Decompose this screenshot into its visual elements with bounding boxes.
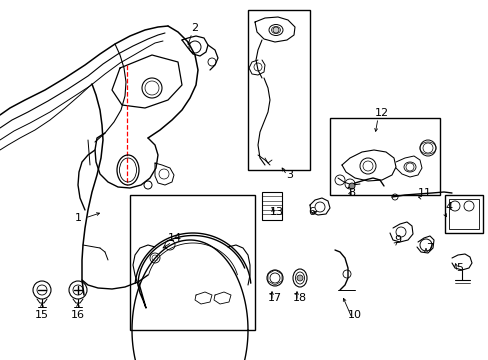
- Bar: [262, 192, 282, 220]
- Circle shape: [272, 27, 279, 33]
- Text: 1: 1: [74, 213, 81, 223]
- Bar: [247, 10, 309, 170]
- Text: 3: 3: [286, 170, 293, 180]
- Bar: [448, 199, 478, 229]
- Bar: [130, 195, 254, 330]
- Text: 7: 7: [426, 243, 433, 253]
- Text: 4: 4: [445, 202, 451, 212]
- Text: 2: 2: [191, 23, 198, 33]
- Bar: [329, 118, 439, 195]
- Text: 14: 14: [167, 233, 182, 243]
- Bar: [444, 195, 482, 233]
- Text: 12: 12: [374, 108, 388, 118]
- Text: 6: 6: [308, 207, 315, 217]
- Text: 10: 10: [347, 310, 361, 320]
- Text: 8: 8: [348, 188, 355, 198]
- Text: 5: 5: [456, 263, 463, 273]
- Circle shape: [348, 183, 354, 189]
- Text: 15: 15: [35, 310, 49, 320]
- Text: 17: 17: [267, 293, 282, 303]
- Circle shape: [296, 275, 303, 281]
- Text: 16: 16: [71, 310, 85, 320]
- Text: 13: 13: [269, 207, 284, 217]
- Text: 9: 9: [394, 235, 401, 245]
- Text: 11: 11: [417, 188, 431, 198]
- Text: 18: 18: [292, 293, 306, 303]
